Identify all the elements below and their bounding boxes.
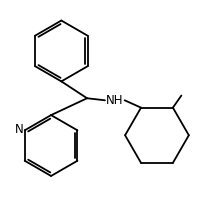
Text: N: N (15, 123, 24, 136)
Text: NH: NH (105, 94, 123, 107)
